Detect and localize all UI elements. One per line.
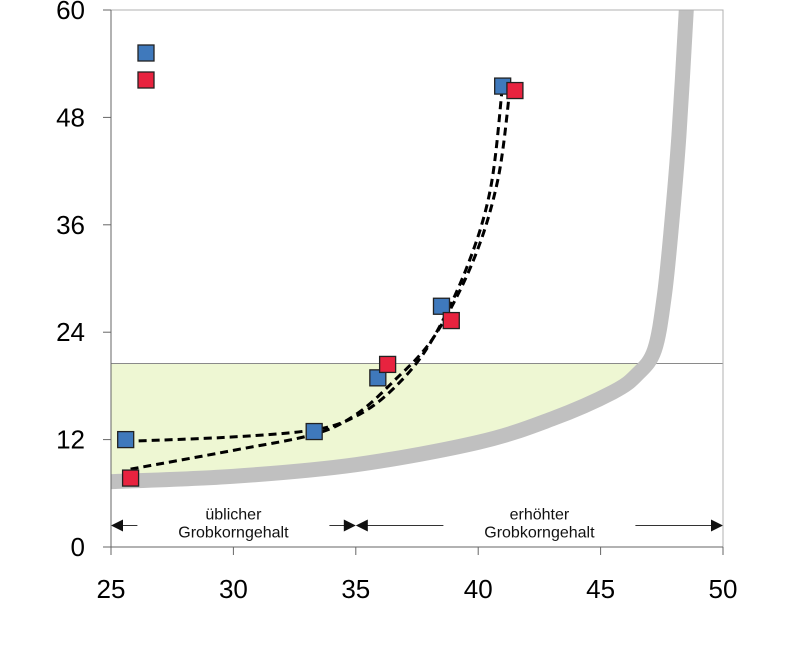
y-tick-label: 24 (56, 317, 85, 347)
annotations: üblicherGrobkorngehalterhöhterGrobkornge… (111, 507, 723, 542)
plot-area: üblicherGrobkorngehalterhöhterGrobkornge… (110, 9, 724, 548)
point-series2-3 (442, 311, 460, 330)
legend (137, 44, 155, 89)
point-series1-3 (369, 369, 387, 387)
annotation-label: Grobkorngehalt (178, 525, 289, 542)
point-series2-4 (506, 81, 524, 100)
fit-lines (125, 83, 512, 471)
legend-marker-1 (137, 44, 155, 62)
x-tick-label: 50 (709, 574, 738, 604)
arrowhead-right (711, 519, 723, 532)
x-tick-label: 30 (219, 574, 248, 604)
point-series1-2 (305, 422, 323, 441)
y-tick-label: 48 (56, 102, 85, 132)
annotation-label: üblicher (205, 507, 262, 524)
boundary-curve (111, 10, 694, 490)
fit-line-2 (130, 87, 512, 471)
data-points (117, 77, 524, 487)
y-tick-label: 12 (56, 425, 85, 455)
y-tick-label: 60 (56, 0, 85, 25)
y-axis-ticks: 0 12 24 36 48 60 (56, 0, 111, 562)
annotation-label: erhöhter (510, 507, 570, 524)
arrowhead-left (111, 519, 123, 532)
x-tick-label: 35 (341, 574, 370, 604)
y-tick-label: 0 (71, 532, 85, 562)
x-tick-label: 25 (97, 574, 126, 604)
fit-line-1 (125, 83, 505, 443)
point-series2-1 (121, 469, 140, 487)
annotation-label: Grobkorngehalt (484, 525, 595, 542)
point-series1-1 (117, 430, 135, 449)
x-axis-ticks: 25 30 35 40 45 50 (97, 547, 738, 604)
x-tick-label: 40 (464, 574, 493, 604)
arrowhead-left (355, 519, 368, 532)
point-series1-4 (432, 297, 451, 315)
arrowhead-right (343, 519, 356, 532)
x-tick-label: 45 (586, 574, 615, 604)
point-series2-2 (378, 355, 397, 374)
y-tick-label: 36 (56, 210, 85, 240)
legend-marker-2 (137, 71, 155, 89)
